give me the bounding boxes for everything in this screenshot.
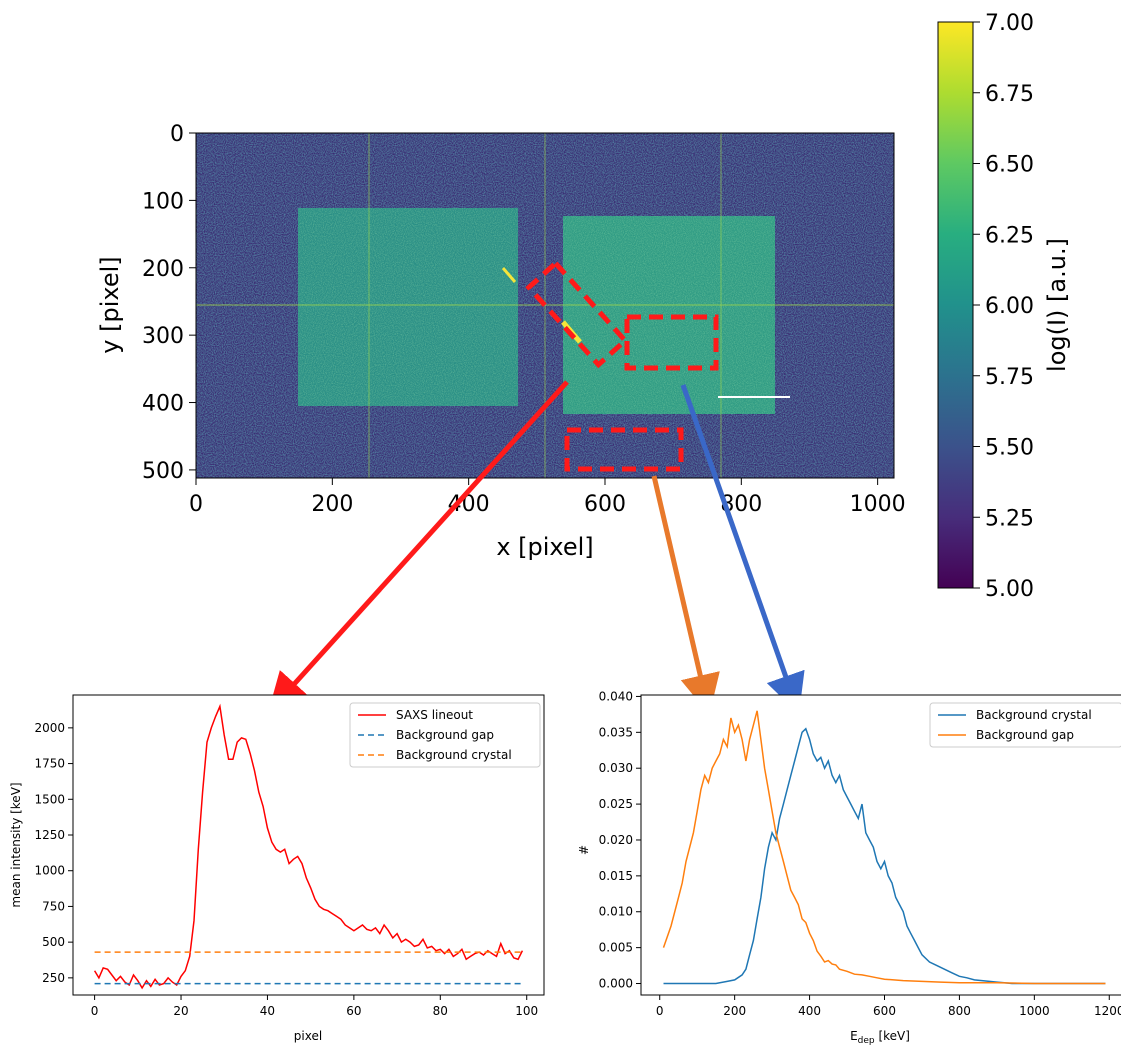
lineout-xtick-label-0: 0 (91, 1004, 99, 1018)
lineout-ytick-label-1250: 1250 (34, 828, 65, 842)
colorbar-gradient (937, 21, 974, 589)
heatmap-xlabel: x [pixel] (496, 533, 593, 561)
saxs-streak-1 (501, 267, 517, 283)
heatmap-xtick-label-0: 0 (189, 492, 203, 517)
heatmap-ytick-label-200: 200 (142, 257, 184, 282)
histogram-xtick-label-600: 600 (873, 1004, 896, 1018)
histogram-xtick-label-200: 200 (723, 1004, 746, 1018)
colorbar-ticks: 5.00 5.25 5.50 5.75 6.00 6.25 6.50 6.75 7.00 (973, 11, 1034, 602)
left-crystal-texture (298, 208, 518, 406)
lineout-xlabel: pixel (294, 1029, 322, 1043)
histogram-ytick-label-0.040: 0.040 (599, 689, 633, 703)
lineout-legend: SAXS lineout Background gap Background cry… (349, 702, 541, 768)
histogram-xtick-label-1000: 1000 (1019, 1004, 1050, 1018)
lineout-ytick-label-1750: 1750 (34, 757, 65, 771)
colorbar-tick-label-5.00: 5.00 (985, 577, 1034, 602)
histogram-legend-label-background-crystal: Background crystal (976, 708, 1092, 722)
lineout-legend-label-background-crystal: Background crystal (396, 748, 512, 762)
lineout-ylabel: mean intensity [keV] (9, 782, 23, 907)
histogram-series-background-crystal (663, 727, 1106, 985)
histogram-series (662, 710, 1106, 985)
lineout-xtick-label-80: 80 (433, 1004, 448, 1018)
roi-box-background-crystal (624, 314, 719, 371)
histogram-legend-entries: Background crystal Background gap (938, 708, 1092, 742)
histogram-xlabel-main: E (850, 1029, 858, 1043)
histogram-ytick-label-0.020: 0.020 (599, 833, 633, 847)
heatmap-frame (195, 132, 895, 479)
lineout-ytick-label-1000: 1000 (34, 864, 65, 878)
histogram-legend-box (929, 702, 1121, 748)
arrow-background-gap (651, 475, 720, 715)
histogram-ytick-label-0.000: 0.000 (599, 977, 633, 991)
colorbar-tick-label-5.50: 5.50 (985, 436, 1034, 461)
lineout-series (93, 703, 524, 990)
histogram-xtick-label-400: 400 (798, 1004, 821, 1018)
lineout-series-saxs-lineout (93, 703, 524, 990)
heatmap-ytick-label-100: 100 (142, 189, 184, 214)
lineout-ytick-label-1500: 1500 (34, 792, 65, 806)
histogram-xtick-label-1200: 1200 (1094, 1004, 1121, 1018)
histogram-legend-label-background-gap: Background gap (976, 728, 1074, 742)
histogram-xlabel-sub: dep (858, 1036, 875, 1045)
heatmap-image (196, 133, 894, 478)
histogram-ytick-label-0.015: 0.015 (599, 869, 633, 883)
colorbar-tick-label-5.75: 5.75 (985, 365, 1034, 390)
arrow-background-crystal (680, 384, 805, 715)
lineout-plot: 0 20 40 60 80 100 250 500 750 1000 1250 1500 1750 200… (9, 694, 545, 1043)
lineout-legend-box (349, 702, 541, 768)
lineout-ticks: 0 20 40 60 80 100 250 500 750 1000 1250 1500 1750 200… (34, 721, 538, 1018)
colorbar-label: log(I) [a.u.] (1043, 238, 1071, 372)
histogram-ytick-label-0.005: 0.005 (599, 941, 633, 955)
heatmap-ytick-label-400: 400 (142, 392, 184, 417)
histogram-ytick-label-0.010: 0.010 (599, 905, 633, 919)
lineout-xtick-label-20: 20 (173, 1004, 188, 1018)
lineout-legend-entries: SAXS lineout Background gap Background cry… (358, 708, 512, 762)
histogram-ytick-label-0.030: 0.030 (599, 761, 633, 775)
colorbar-tick-label-6.00: 6.00 (985, 294, 1034, 319)
histogram-xlabel: Edep [keV] (850, 1029, 910, 1045)
lineout-legend-label-background-gap: Background gap (396, 728, 494, 742)
roi-box-saxs-lineout (525, 259, 629, 369)
histogram-xlabel-unit: [keV] (875, 1029, 910, 1043)
arrow-saxs-lineout (267, 380, 569, 714)
histogram-ytick-label-0.035: 0.035 (599, 725, 633, 739)
heatmap-ytick-label-0: 0 (170, 122, 184, 147)
heatmap-ytick-label-300: 300 (142, 324, 184, 349)
colorbar-tick-label-7.00: 7.00 (985, 11, 1034, 36)
colorbar-tick-label-6.50: 6.50 (985, 153, 1034, 178)
heatmap-xtick-label-1000: 1000 (850, 492, 906, 517)
lineout-xtick-label-40: 40 (260, 1004, 275, 1018)
histogram-series-background-gap (662, 710, 1106, 985)
lineout-xtick-label-100: 100 (515, 1004, 538, 1018)
heatmap-ytick-label-500: 500 (142, 459, 184, 484)
heatmap-ylabel: y [pixel] (96, 256, 124, 353)
lineout-ytick-label-250: 250 (42, 971, 65, 985)
histogram-xtick-label-0: 0 (656, 1004, 664, 1018)
histogram-plot: 0 200 400 600 800 1000 1200 0.000 0.005 0.010 0.01… (577, 689, 1121, 1045)
lineout-ytick-label-2000: 2000 (34, 721, 65, 735)
lineout-ytick-label-750: 750 (42, 899, 65, 913)
colorbar-tick-label-5.25: 5.25 (985, 506, 1034, 531)
heatmap-xtick-label-600: 600 (584, 492, 626, 517)
heatmap-xtick-label-200: 200 (311, 492, 353, 517)
colorbar: 5.00 5.25 5.50 5.75 6.00 6.25 6.50 6.75 7.00 log… (937, 11, 1071, 602)
lineout-legend-label-saxs-lineout: SAXS lineout (396, 708, 473, 722)
lineout-ytick-label-500: 500 (42, 935, 65, 949)
connector-arrows (267, 380, 805, 715)
colorbar-tick-label-6.25: 6.25 (985, 223, 1034, 248)
histogram-ylabel: # (577, 845, 591, 855)
colorbar-tick-label-6.75: 6.75 (985, 82, 1034, 107)
right-crystal-texture (563, 216, 775, 414)
histogram-legend: Background crystal Background gap (929, 702, 1121, 748)
histogram-ytick-label-0.025: 0.025 (599, 797, 633, 811)
histogram-xtick-label-800: 800 (948, 1004, 971, 1018)
lineout-xtick-label-60: 60 (346, 1004, 361, 1018)
histogram-ticks: 0 200 400 600 800 1000 1200 0.000 0.005 0.010 0.01… (599, 689, 1121, 1018)
roi-box-background-gap (564, 427, 684, 472)
